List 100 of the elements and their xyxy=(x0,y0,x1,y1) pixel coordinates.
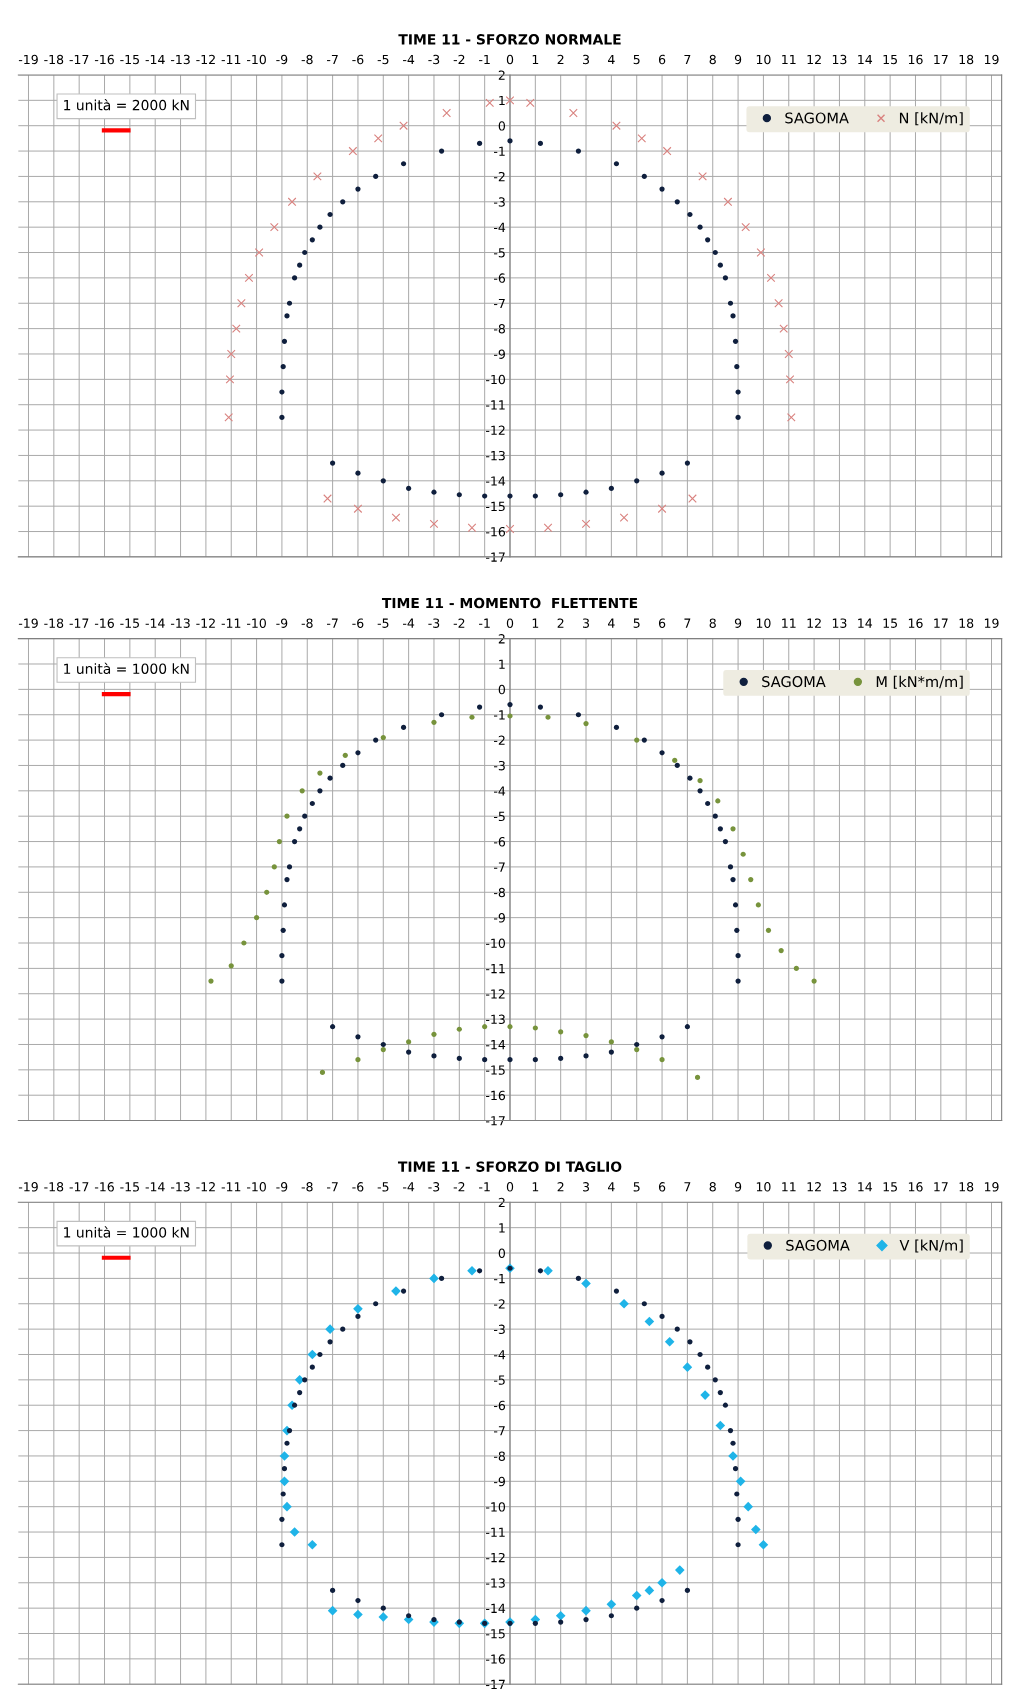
x-tick-label: 3 xyxy=(583,1182,589,1192)
x-tick-label: 7 xyxy=(684,618,691,628)
x-tick-label: -7 xyxy=(326,1182,338,1192)
y-tick-label: -1 xyxy=(493,1274,505,1284)
point xyxy=(431,1031,437,1037)
x-tick-label: -3 xyxy=(428,54,440,65)
point xyxy=(307,1539,318,1550)
point xyxy=(327,211,333,218)
x-tick-label: 4 xyxy=(608,618,615,628)
point xyxy=(631,1590,642,1601)
point xyxy=(735,1542,741,1548)
point xyxy=(537,704,544,710)
x-tick-label: 2 xyxy=(557,1182,564,1192)
y-tick-label: 2 xyxy=(498,1197,505,1208)
y-tick-label: -7 xyxy=(493,298,505,308)
x-tick-label: -2 xyxy=(453,54,465,65)
point xyxy=(400,1288,407,1294)
x-tick-label: -14 xyxy=(145,618,165,628)
point xyxy=(226,349,236,359)
legend-label: V [kN/m] xyxy=(899,1239,963,1253)
x-tick-label: 9 xyxy=(734,1182,742,1192)
point xyxy=(482,1057,488,1063)
x-tick-label: -15 xyxy=(120,618,139,628)
x-tick-label: -12 xyxy=(196,1182,215,1192)
point xyxy=(302,1377,308,1383)
point xyxy=(545,714,551,720)
x-tick-label: -16 xyxy=(94,618,114,628)
x-tick-label: -3 xyxy=(428,618,440,628)
x-tick-label: 14 xyxy=(858,54,873,65)
y-tick-label: -9 xyxy=(493,913,505,923)
y-tick-label: -7 xyxy=(493,862,505,872)
point xyxy=(659,1597,665,1604)
point xyxy=(327,1339,333,1345)
y-tick-label: -9 xyxy=(493,349,505,359)
x-tick-label: 15 xyxy=(883,618,897,628)
point xyxy=(687,775,693,781)
x-tick-label: 17 xyxy=(934,618,948,628)
x-tick-label: 9 xyxy=(734,54,742,65)
point xyxy=(287,197,297,207)
point xyxy=(705,1364,711,1370)
x-tick-label: -8 xyxy=(301,1182,313,1192)
point xyxy=(380,478,386,484)
point xyxy=(723,197,733,207)
point xyxy=(279,1451,290,1461)
point xyxy=(467,1265,477,1276)
point xyxy=(284,813,290,819)
x-tick-label: 1 xyxy=(532,54,539,65)
point xyxy=(373,134,383,143)
point xyxy=(319,1069,326,1075)
point xyxy=(317,788,323,794)
point xyxy=(279,414,285,420)
x-tick-label: -2 xyxy=(453,1182,465,1192)
x-tick-label: 2 xyxy=(557,54,564,65)
point xyxy=(786,413,796,422)
point xyxy=(637,134,647,143)
y-tick-label: -16 xyxy=(486,1654,506,1664)
x-tick-label: 19 xyxy=(984,618,999,628)
x-tick-label: 17 xyxy=(934,1182,948,1192)
x-tick-label: 13 xyxy=(832,618,847,628)
point xyxy=(406,1039,412,1045)
point xyxy=(644,1585,655,1596)
point xyxy=(694,1074,701,1081)
point xyxy=(355,470,361,476)
point xyxy=(734,927,740,933)
point xyxy=(281,338,288,344)
point xyxy=(532,1057,538,1063)
point xyxy=(659,186,665,192)
point xyxy=(380,1046,386,1053)
y-tick-label: -6 xyxy=(493,273,506,283)
point xyxy=(482,493,488,499)
point xyxy=(456,1055,462,1062)
x-tick-label: 11 xyxy=(782,1182,796,1192)
point xyxy=(613,1288,620,1294)
x-tick-label: 18 xyxy=(959,618,974,628)
point xyxy=(674,1565,685,1575)
point xyxy=(302,249,308,256)
point xyxy=(784,349,794,359)
y-tick-label: -12 xyxy=(486,989,505,999)
y-tick-label: -4 xyxy=(493,222,506,232)
point xyxy=(313,172,322,181)
point xyxy=(619,1298,629,1309)
point xyxy=(291,1402,298,1408)
point xyxy=(583,1053,589,1059)
point xyxy=(697,1351,703,1358)
legend-label: SAGOMA xyxy=(762,676,826,688)
y-tick-label: -13 xyxy=(486,1014,505,1025)
point xyxy=(568,108,578,118)
point xyxy=(811,978,817,984)
point xyxy=(317,224,323,230)
x-tick-label: 6 xyxy=(658,54,666,65)
x-tick-label: 17 xyxy=(934,54,948,65)
point xyxy=(778,948,784,954)
point xyxy=(355,1057,361,1063)
point xyxy=(237,298,246,308)
point xyxy=(281,1466,288,1472)
point xyxy=(380,1041,386,1048)
y-tick-label: -6 xyxy=(493,837,506,847)
point xyxy=(558,1055,564,1062)
y-tick-label: -9 xyxy=(493,1476,505,1487)
point xyxy=(297,1389,303,1396)
